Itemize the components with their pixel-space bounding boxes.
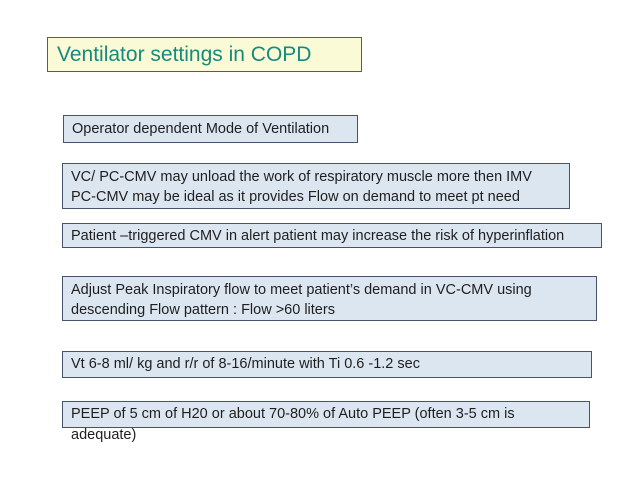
textbox-cmv-unload-work: VC/ PC-CMV may unload the work of respir… [62,163,570,209]
textbox-patient-triggered-cmv: Patient –triggered CMV in alert patient … [62,223,602,248]
slide-title: Ventilator settings in COPD [47,37,362,72]
textbox-mode-of-ventilation: Operator dependent Mode of Ventilation [63,115,358,143]
textbox-peep-setting: PEEP of 5 cm of H20 or about 70-80% of A… [62,401,590,443]
textbox-peak-inspiratory-flow: Adjust Peak Inspiratory flow to meet pat… [62,276,597,321]
textbox-tidal-volume-rate: Vt 6-8 ml/ kg and r/r of 8-16/minute wit… [62,351,592,378]
